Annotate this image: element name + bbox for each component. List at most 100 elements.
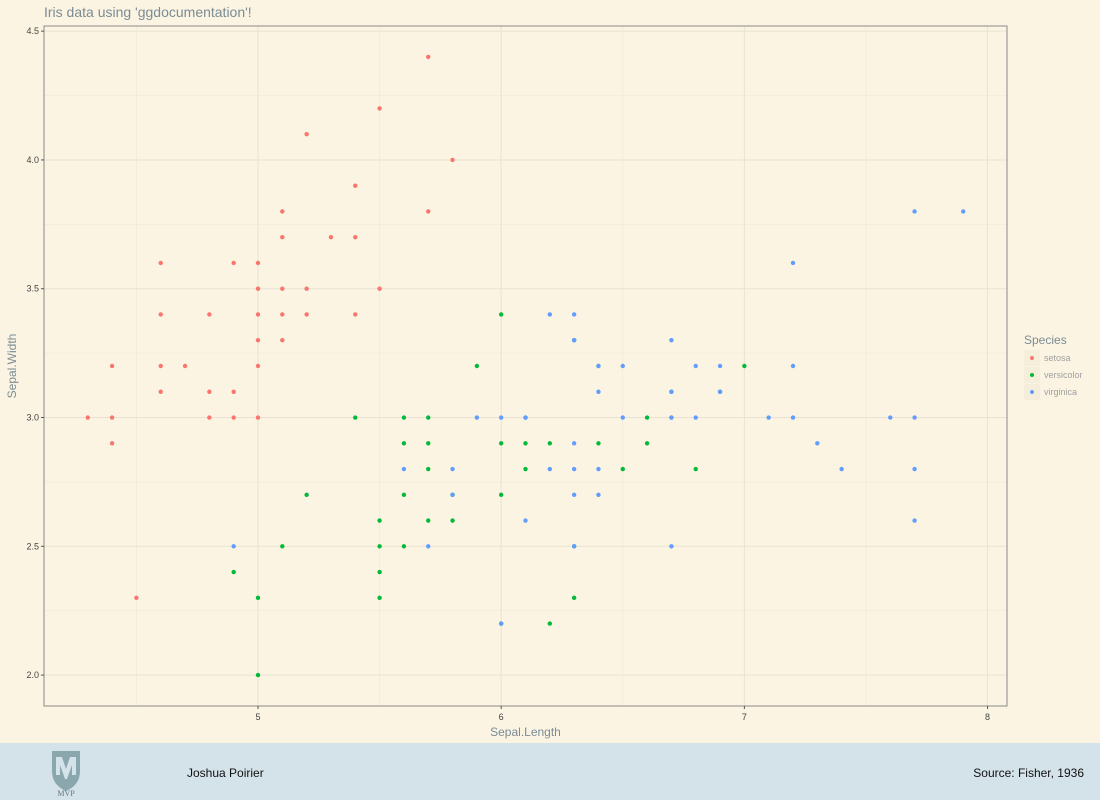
source-label: Source: Fisher, 1936 bbox=[973, 766, 1084, 780]
data-point-versicolor bbox=[426, 441, 431, 446]
data-point-virginica bbox=[231, 544, 236, 549]
data-point-virginica bbox=[596, 492, 601, 497]
data-point-versicolor bbox=[377, 518, 382, 523]
y-tick-label: 3.0 bbox=[26, 413, 39, 423]
data-point-setosa bbox=[280, 338, 285, 343]
data-point-setosa bbox=[158, 312, 163, 317]
data-point-setosa bbox=[255, 286, 261, 291]
data-point-virginica bbox=[450, 466, 455, 472]
data-point-virginica bbox=[839, 466, 844, 472]
data-point-virginica bbox=[669, 544, 674, 549]
data-point-setosa bbox=[109, 363, 115, 369]
data-point-virginica bbox=[596, 389, 601, 394]
data-point-setosa bbox=[255, 312, 261, 317]
data-point-virginica bbox=[571, 312, 577, 317]
data-point-virginica bbox=[912, 209, 917, 214]
y-tick-label: 4.0 bbox=[26, 155, 39, 165]
data-point-versicolor bbox=[498, 492, 504, 497]
data-point-versicolor bbox=[523, 466, 528, 472]
data-point-virginica bbox=[401, 466, 407, 472]
data-point-setosa bbox=[134, 595, 139, 601]
y-tick-label: 2.0 bbox=[26, 670, 39, 680]
data-point-virginica bbox=[426, 544, 431, 549]
data-point-virginica bbox=[547, 312, 553, 317]
data-point-virginica bbox=[912, 518, 917, 523]
data-point-setosa bbox=[231, 260, 236, 266]
data-point-setosa bbox=[158, 260, 163, 266]
data-point-virginica bbox=[547, 466, 553, 472]
data-point-versicolor bbox=[450, 518, 455, 523]
data-point-virginica bbox=[669, 338, 674, 343]
data-point-setosa bbox=[85, 415, 90, 420]
data-point-setosa bbox=[231, 415, 236, 420]
data-point-versicolor bbox=[426, 518, 431, 523]
data-point-versicolor bbox=[644, 415, 650, 420]
data-point-setosa bbox=[353, 235, 358, 240]
data-point-virginica bbox=[669, 389, 674, 394]
data-point-setosa bbox=[426, 209, 431, 214]
data-point-versicolor bbox=[401, 415, 407, 420]
legend-key-setosa bbox=[1030, 356, 1034, 360]
chart-title: Iris data using 'ggdocumentation'! bbox=[44, 4, 252, 20]
legend-label-versicolor: versicolor bbox=[1044, 370, 1083, 380]
author-label: Joshua Poirier bbox=[187, 766, 264, 780]
data-point-virginica bbox=[474, 415, 480, 420]
legend-title: Species bbox=[1024, 333, 1067, 347]
data-point-virginica bbox=[571, 492, 577, 497]
data-point-virginica bbox=[693, 363, 698, 369]
x-tick-label: 5 bbox=[255, 712, 260, 722]
data-point-setosa bbox=[377, 106, 382, 111]
data-point-versicolor bbox=[620, 466, 625, 472]
data-point-setosa bbox=[109, 441, 115, 446]
data-point-versicolor bbox=[401, 492, 407, 497]
data-point-versicolor bbox=[255, 672, 261, 678]
data-point-versicolor bbox=[596, 441, 601, 446]
data-point-setosa bbox=[353, 183, 358, 188]
data-point-setosa bbox=[255, 363, 261, 369]
legend-key-versicolor bbox=[1030, 373, 1034, 377]
data-point-setosa bbox=[255, 260, 261, 266]
data-point-virginica bbox=[571, 441, 577, 446]
data-point-setosa bbox=[353, 312, 358, 317]
data-point-versicolor bbox=[742, 363, 747, 369]
plot-panel-border bbox=[43, 25, 1008, 707]
data-point-setosa bbox=[426, 54, 431, 60]
data-point-virginica bbox=[888, 415, 893, 420]
data-point-setosa bbox=[377, 286, 382, 291]
y-tick-label: 4.5 bbox=[26, 26, 39, 36]
scatter-chart: 5 6 7 8 2.0 2.5 3.0 3.5 4.0 4.5 Sepal.Length Sepal.… bbox=[5, 4, 1083, 739]
data-point-virginica bbox=[766, 415, 771, 420]
data-point-setosa bbox=[280, 286, 285, 291]
legend-key-virginica bbox=[1030, 390, 1034, 394]
data-point-versicolor bbox=[377, 569, 382, 575]
data-point-virginica bbox=[790, 260, 796, 266]
data-point-versicolor bbox=[401, 441, 407, 446]
y-axis-title: Sepal.Width bbox=[5, 334, 19, 399]
data-point-setosa bbox=[231, 389, 236, 394]
data-point-virginica bbox=[498, 621, 504, 626]
data-point-versicolor bbox=[426, 415, 431, 420]
y-tick-label: 2.5 bbox=[26, 541, 39, 551]
data-point-setosa bbox=[207, 415, 212, 420]
data-point-versicolor bbox=[304, 492, 309, 497]
data-point-versicolor bbox=[498, 441, 504, 446]
data-point-versicolor bbox=[547, 441, 553, 446]
data-point-setosa bbox=[280, 312, 285, 317]
legend-label-virginica: virginica bbox=[1044, 387, 1077, 397]
data-point-setosa bbox=[109, 415, 115, 420]
data-point-setosa bbox=[304, 286, 309, 291]
y-tick-label: 3.5 bbox=[26, 284, 39, 294]
data-point-versicolor bbox=[255, 595, 261, 601]
x-tick-label: 8 bbox=[985, 712, 990, 722]
logo-text: MVP bbox=[57, 789, 75, 797]
data-point-virginica bbox=[815, 441, 820, 446]
data-point-versicolor bbox=[280, 544, 285, 549]
data-point-versicolor bbox=[377, 595, 382, 601]
data-point-versicolor bbox=[644, 441, 650, 446]
footer-bar: MVP Joshua Poirier Source: Fisher, 1936 bbox=[0, 743, 1100, 800]
data-point-setosa bbox=[280, 235, 285, 240]
x-axis-title: Sepal.Length bbox=[490, 725, 561, 739]
data-point-virginica bbox=[717, 389, 723, 394]
data-point-setosa bbox=[158, 389, 163, 394]
data-point-setosa bbox=[280, 209, 285, 214]
